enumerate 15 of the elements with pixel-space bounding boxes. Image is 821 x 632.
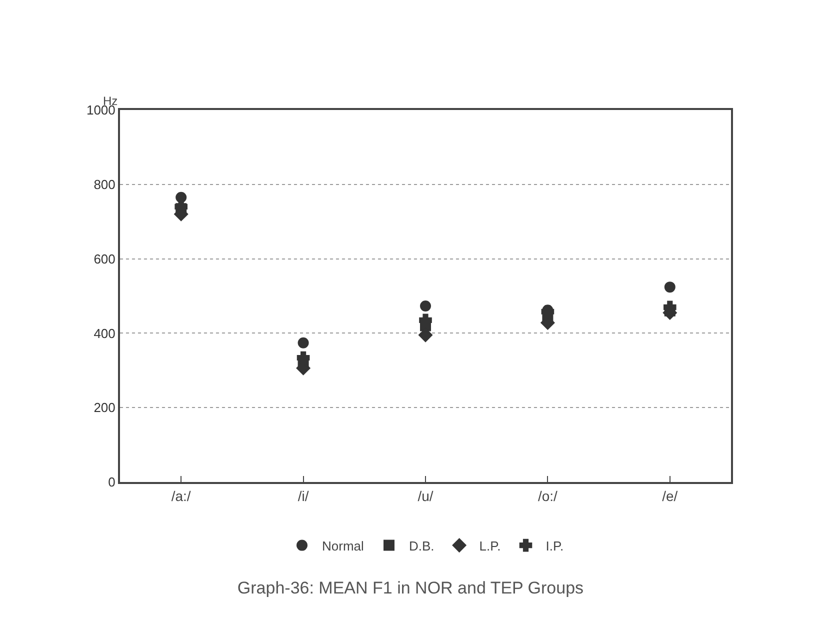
legend-label: Normal	[322, 538, 364, 554]
y-tick-label: 400	[94, 326, 116, 341]
x-tick-label: /i/	[298, 488, 309, 504]
y-tick-label: 600	[94, 251, 116, 266]
x-tick-label: /e/	[662, 488, 678, 504]
legend-label: D.B.	[409, 538, 434, 554]
text: Graph-36: MEAN F1 in NOR and TEP Groups	[237, 578, 584, 598]
y-tick-label: 200	[94, 400, 116, 416]
x-tick-label: /o:/	[538, 488, 558, 504]
y-tick-label: 800	[94, 176, 116, 192]
legend-label: L.P.	[479, 538, 501, 554]
x-tick-label: /a:/	[171, 488, 191, 504]
x-tick-label: /u/	[418, 488, 434, 504]
y-tick-label: 0	[108, 474, 116, 490]
legend-label: I.P.	[546, 538, 564, 554]
